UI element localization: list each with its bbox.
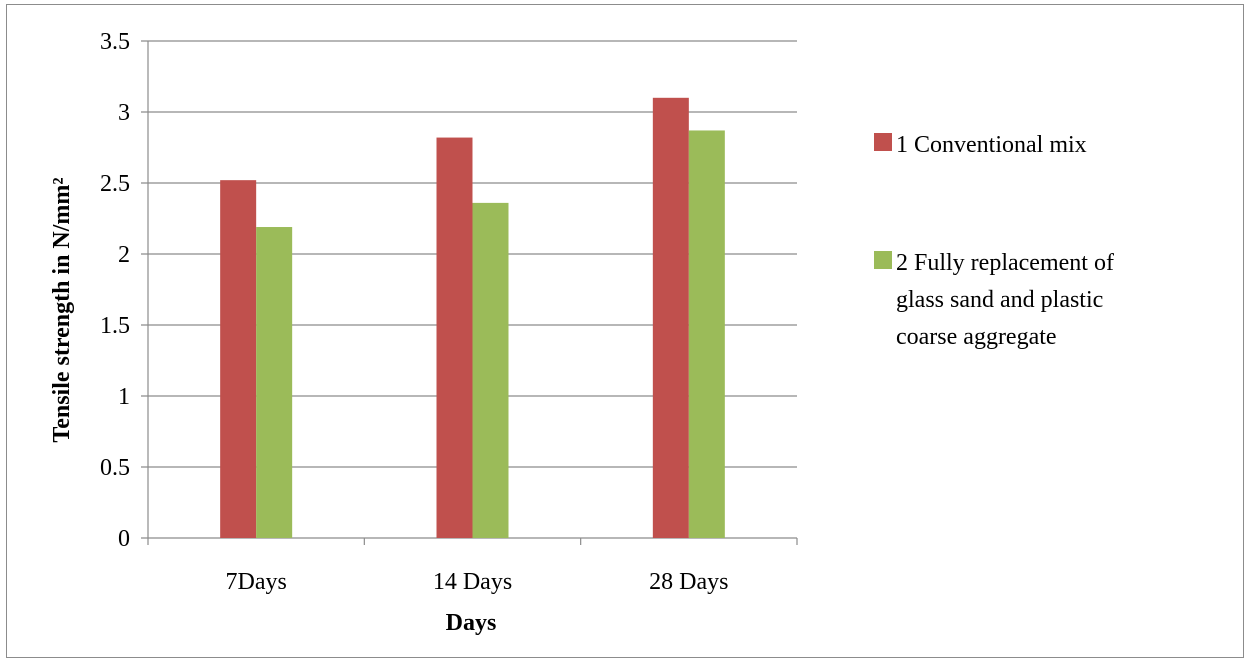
y-tick-label: 1	[118, 384, 130, 410]
legend-swatch-2	[874, 251, 892, 269]
bar-2-14-days	[472, 202, 509, 538]
legend-label-1: 1 Conventional mix	[896, 132, 1087, 158]
x-tick-label: 14 Days	[433, 569, 512, 595]
y-tick-label: 0	[118, 526, 130, 552]
y-tick-label: 0.5	[100, 455, 130, 481]
x-tick-label: 28 Days	[649, 569, 728, 595]
legend-label-2: coarse aggregate	[896, 324, 1057, 350]
legend-swatch-1	[874, 133, 892, 151]
x-tick-label: 7Days	[226, 569, 287, 595]
bar-2-7days	[256, 227, 293, 538]
bars	[220, 97, 725, 539]
legend-label-2: glass sand and plastic	[896, 287, 1103, 313]
legend-label-2: 2 Fully replacement of	[896, 250, 1114, 276]
x-tick-labels: 7Days 14 Days 28 Days	[226, 569, 729, 595]
chart-frame	[6, 4, 1244, 658]
bar-2-28-days	[688, 130, 725, 538]
y-tick-label: 3.5	[100, 29, 130, 55]
y-tick-label: 2	[118, 242, 130, 268]
y-tick-label: 3	[118, 100, 130, 126]
bar-1-14-days	[436, 137, 473, 538]
legend: 1 Conventional mix 2 Fully replacement of…	[874, 132, 1114, 350]
y-tick-label: 1.5	[100, 313, 130, 339]
bar-1-7days	[220, 180, 257, 538]
x-axis-title: Days	[446, 610, 497, 636]
y-axis-title: Tensile strength in N/mm²	[49, 177, 75, 442]
y-tick-labels: 0 0.5 1 1.5 2 2.5 3 3.5	[100, 29, 130, 552]
y-tick-label: 2.5	[100, 171, 130, 197]
bar-1-28-days	[652, 97, 689, 539]
